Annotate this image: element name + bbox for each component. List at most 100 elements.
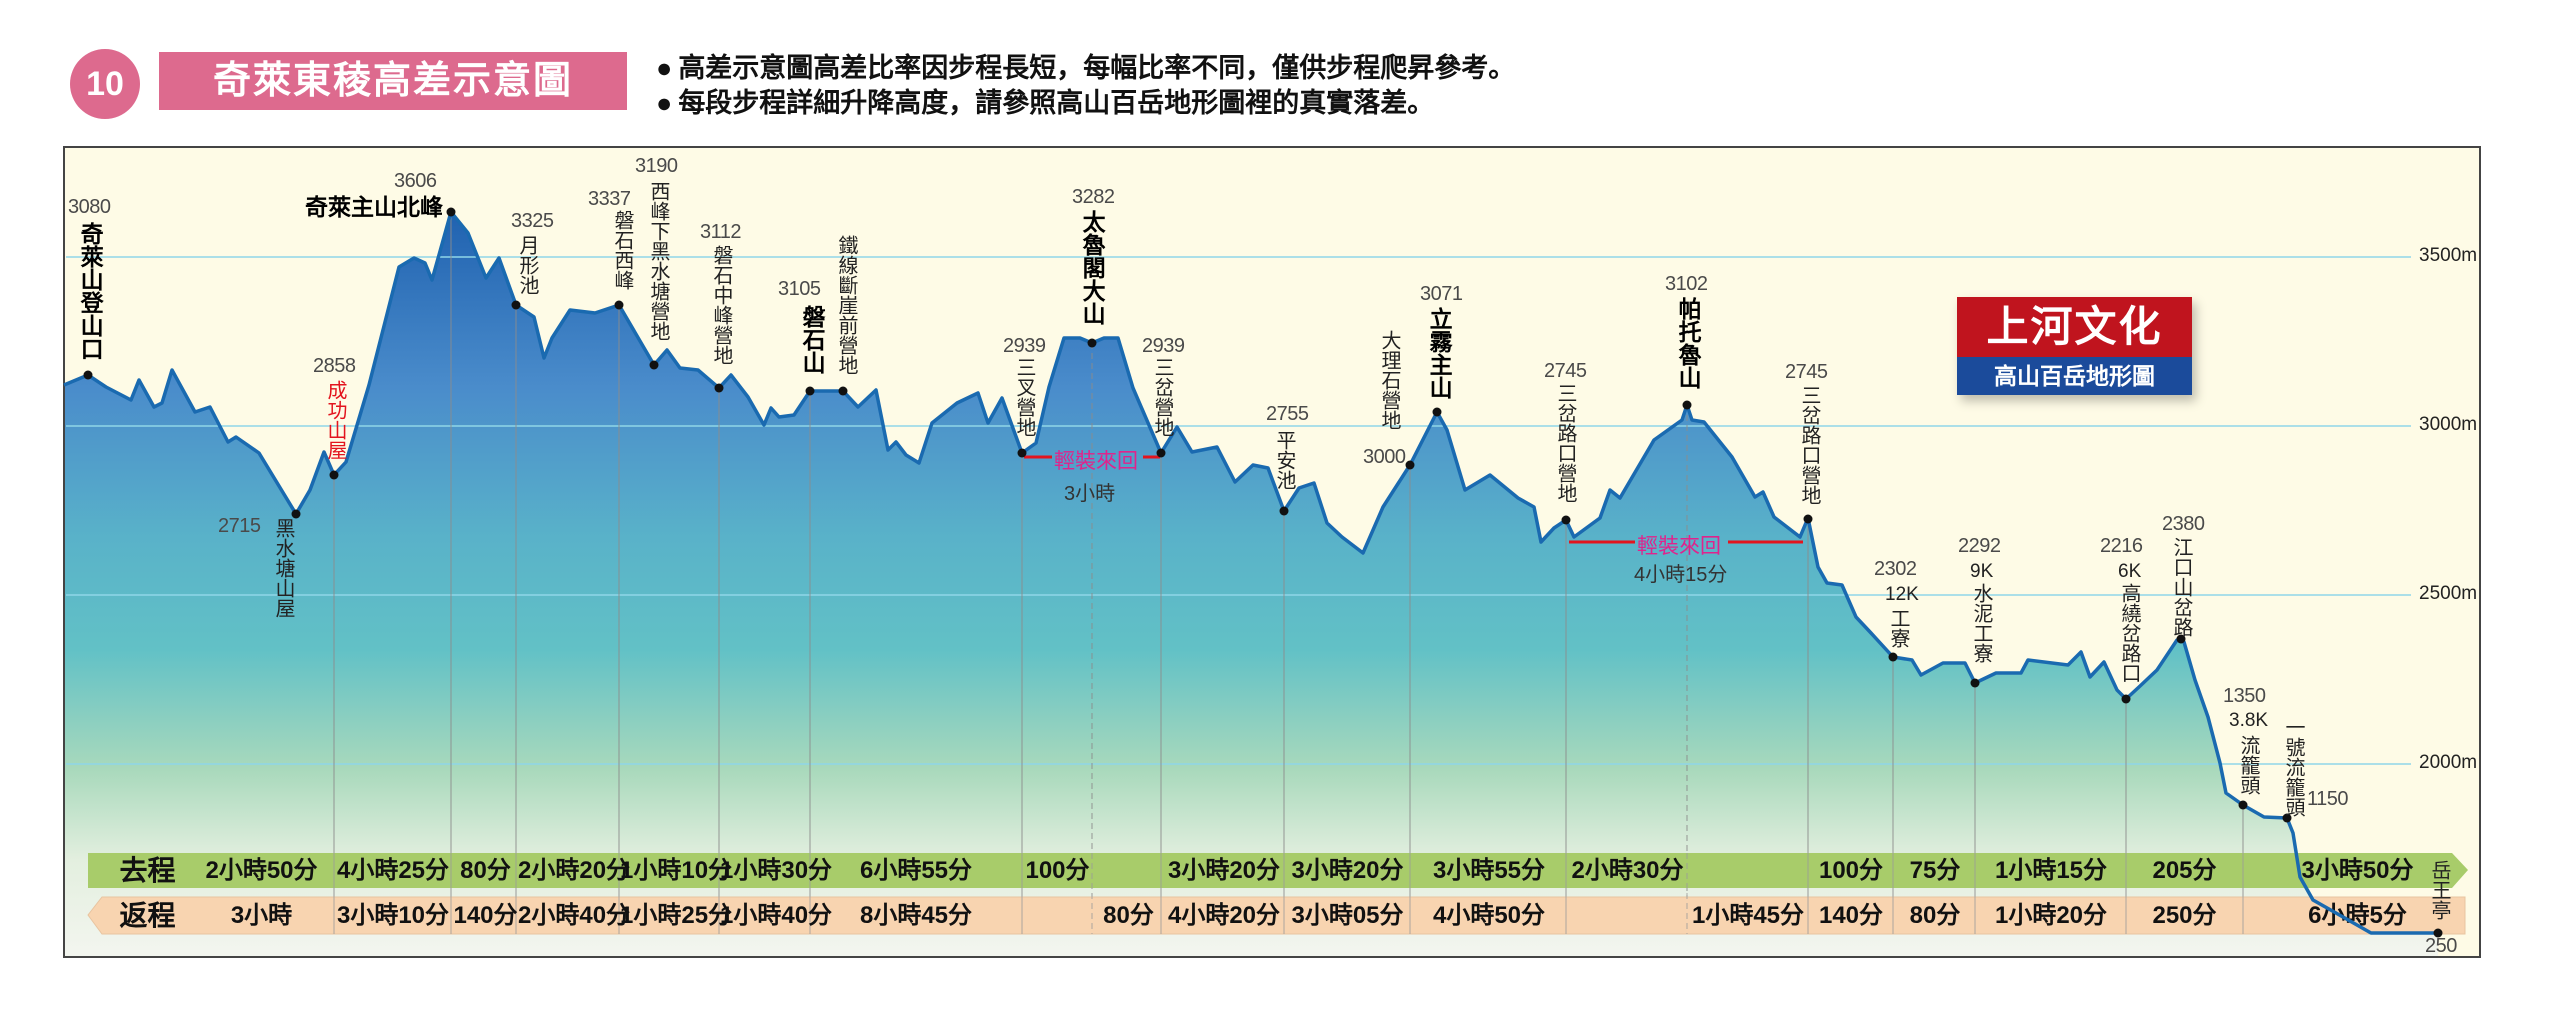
return-segment-time: 6小時5分 [2308, 902, 2407, 929]
waypoint-elevation: 2755 [1266, 403, 1309, 425]
note-line-2: 每段步程詳細升降高度，請參照高山百岳地形圖裡的真實落差。 [656, 81, 1434, 120]
waypoint-name: 太魯閣大山 [1079, 210, 1106, 325]
waypoint-km-marker: 6K [2118, 561, 2142, 582]
outbound-segment-time: 1小時15分 [1994, 857, 2108, 884]
waypoint-elevation: 1350 [2223, 685, 2266, 707]
waypoint-elevation: 2292 [1958, 535, 2001, 557]
waypoint-elevation: 3282 [1072, 186, 1115, 208]
outbound-segment-time: 100分 [1818, 857, 1884, 884]
waypoint-elevation: 1150 [2307, 788, 2349, 810]
waypoint-elevation: 2858 [313, 355, 356, 377]
outbound-segment-time: 205分 [2152, 857, 2217, 884]
waypoint-name: 大理石營地 [1378, 330, 1400, 430]
waypoint-elevation: 2939 [1003, 335, 1046, 357]
return-segment-time: 1小時40分 [720, 902, 833, 929]
waypoint-name: 鐵線斷崖前營地 [835, 235, 857, 375]
y-axis-tick-label: 3000m [2419, 414, 2478, 435]
return-segment-time: 140分 [1818, 902, 1884, 929]
outbound-segment-time: 3小時50分 [2301, 857, 2414, 884]
waypoint-elevation: 2939 [1142, 335, 1185, 357]
waypoint-elevation: 3071 [1420, 283, 1463, 305]
waypoint-name: 成功山屋 [324, 380, 346, 460]
outbound-segment-time [1688, 853, 1808, 888]
waypoint-name: 西峰下黑水塘營地 [647, 181, 669, 341]
logo-brand: 上河文化 [1957, 297, 2192, 357]
outbound-segment-time: 75分 [1909, 857, 1961, 884]
outbound-segment-time: 2小時30分 [1571, 857, 1684, 884]
waypoint-name: 奇萊主山北峰 [305, 194, 443, 220]
return-segment-time: 2小時40分 [518, 902, 631, 929]
waypoint-name: 立霧主山 [1426, 307, 1453, 399]
waypoint-km-marker: 3.8K [2229, 710, 2269, 731]
round-trip-time: 4小時15分 [1634, 564, 1728, 586]
round-trip-label: 輕裝來回 [1637, 535, 1721, 558]
chart-title: 奇萊東稜高差示意圖 [159, 52, 627, 110]
waypoint-elevation: 3105 [778, 278, 821, 300]
outbound-segment-time: 1小時10分 [620, 857, 733, 884]
outbound-segment-time: 2小時20分 [518, 857, 631, 884]
waypoint-name: 磐石西峰 [611, 210, 633, 290]
return-segment-time: 140分 [453, 902, 518, 929]
y-axis-tick-label: 3500m [2419, 245, 2478, 266]
waypoint-name: 磐石中峰營地 [710, 245, 732, 365]
waypoint-elevation: 2302 [1874, 558, 1917, 580]
logo-subtitle: 高山百岳地形圖 [1957, 357, 2192, 395]
return-segment-time: 4小時20分 [1167, 902, 1281, 929]
return-label: 返程 [119, 900, 176, 931]
waypoint-elevation: 3102 [1665, 273, 1708, 295]
waypoint-name: 三岔營地 [1151, 357, 1173, 437]
waypoint-km-marker: 12K [1885, 584, 1919, 605]
return-segment-time: 80分 [1103, 902, 1154, 929]
return-segment-time: 1小時20分 [1994, 902, 2108, 929]
return-segment-time: 250分 [2152, 902, 2217, 929]
outbound-label: 去程 [119, 855, 176, 886]
return-segment-time: 1小時45分 [1691, 902, 1805, 929]
return-segment-time [1567, 897, 1688, 934]
waypoint-name: 工寮 [1887, 608, 1909, 648]
waypoint-name: 平安池 [1273, 430, 1295, 490]
return-segment-time [1022, 897, 1093, 934]
waypoint-name: 岳王亭 [2428, 860, 2450, 920]
waypoint-name: 水泥工寮 [1970, 583, 1992, 663]
return-segment-time: 8小時45分 [859, 902, 973, 929]
return-segment-time: 3小時10分 [336, 902, 450, 929]
return-segment-time: 1小時25分 [620, 902, 733, 929]
waypoint-name: 高繞岔路口 [2118, 583, 2140, 683]
outbound-segment-time: 1小時30分 [720, 857, 833, 884]
waypoint-name: 三岔路口營地 [1798, 385, 1820, 505]
outbound-segment-time [1093, 853, 1164, 888]
note-line-1: 高差示意圖高差比率因步程長短，每幅比率不同，僅供步程爬昇參考。 [656, 46, 1515, 85]
waypoint-elevation: 3000 [1363, 446, 1406, 468]
waypoint-elevation: 250 [2425, 935, 2457, 957]
round-trip-time: 3小時 [1064, 483, 1116, 505]
waypoint-name: 月形池 [516, 235, 538, 295]
waypoint-elevation: 3112 [700, 221, 742, 243]
outbound-segment-time: 3小時20分 [1291, 857, 1404, 884]
outbound-segment-time: 3小時20分 [1167, 857, 1281, 884]
waypoint-name: 三岔路口營地 [1554, 383, 1576, 503]
waypoint-name: 黑水塘山屋 [272, 518, 294, 618]
publisher-logo: 上河文化 高山百岳地形圖 [1957, 297, 2192, 395]
waypoint-name: 奇萊山登山口 [77, 222, 104, 360]
outbound-segment-time: 80分 [460, 857, 511, 884]
waypoint-elevation: 2715 [218, 515, 261, 537]
return-segment-time: 80分 [1909, 902, 1961, 929]
waypoint-name: 流籠頭 [2237, 735, 2259, 795]
outbound-segment-time: 4小時25分 [336, 857, 450, 884]
waypoint-elevation: 3606 [394, 170, 437, 192]
waypoint-elevation: 2380 [2162, 513, 2205, 535]
waypoint-name: 一號流籠頭 [2282, 717, 2304, 817]
waypoint-name: 三叉營地 [1013, 357, 1035, 437]
outbound-segment-time: 100分 [1025, 857, 1090, 884]
waypoint-name: 帕托魯山 [1675, 297, 1702, 389]
y-axis-tick-label: 2000m [2419, 752, 2478, 773]
waypoint-elevation: 3080 [68, 196, 111, 218]
outbound-segment-time: 2小時50分 [205, 857, 318, 884]
waypoint-elevation: 3190 [635, 155, 678, 177]
outbound-segment-time: 3小時55分 [1432, 857, 1546, 884]
waypoint-elevation: 3325 [511, 210, 554, 232]
outbound-segment-time: 6小時55分 [859, 857, 973, 884]
round-trip-label: 輕裝來回 [1054, 450, 1138, 473]
return-segment-time: 3小時 [230, 902, 293, 929]
waypoint-elevation: 2745 [1785, 361, 1828, 383]
